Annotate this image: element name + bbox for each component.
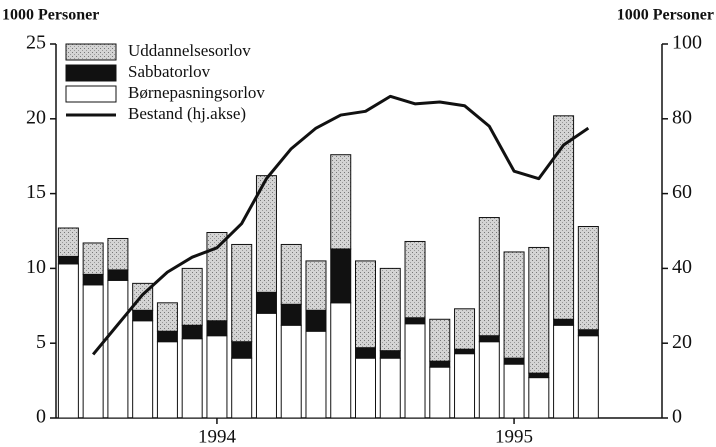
bar-segment <box>82 273 104 286</box>
legend-label: Bestand (hj.akse) <box>128 104 246 123</box>
y-tick-label: 15 <box>26 181 46 203</box>
y2-tick-label: 60 <box>672 181 692 203</box>
bar-segment <box>181 324 203 340</box>
legend-swatch <box>65 43 117 61</box>
bar-segment <box>355 347 376 359</box>
bar-segment <box>280 243 302 305</box>
bar-segment <box>429 360 451 368</box>
y-tick-label: 25 <box>26 32 46 54</box>
bar-segment <box>404 317 426 325</box>
bar-segment <box>231 357 253 419</box>
bar-segment <box>156 341 178 419</box>
bar-segment <box>478 335 500 343</box>
bar-segment <box>577 335 599 419</box>
bar-segment <box>503 363 525 419</box>
legend-label: Sabbatorlov <box>128 62 211 81</box>
bar-segment <box>478 217 500 337</box>
y-tick-label: 20 <box>26 106 46 128</box>
bar-segment <box>82 284 104 419</box>
bar-segment <box>577 329 599 337</box>
bar-segment <box>577 226 599 331</box>
bar-segment <box>553 324 575 419</box>
x-tick-label: 1995 <box>495 426 533 447</box>
bar-segment <box>181 338 203 419</box>
bar-segment <box>503 357 525 365</box>
line <box>91 94 590 356</box>
bar-segment <box>181 267 203 326</box>
bar-segment <box>305 330 327 419</box>
bar-segment <box>379 267 401 352</box>
bar-segment <box>379 357 401 419</box>
bar-segment <box>330 248 352 304</box>
bar-segment <box>132 320 154 419</box>
bar-segment <box>132 309 154 322</box>
legend-swatch <box>65 85 117 103</box>
bar-segment <box>330 154 352 250</box>
bar-segment <box>255 312 277 419</box>
y2-tick-label: 0 <box>672 406 682 428</box>
bar-segment <box>107 279 129 419</box>
bar-segment <box>379 350 401 359</box>
bar-segment <box>305 309 327 332</box>
x-tick-label: 1994 <box>198 426 237 447</box>
bar-segment <box>82 242 104 275</box>
bar-segment <box>429 318 451 362</box>
bar-segment <box>280 324 302 419</box>
bar-segment <box>404 323 426 419</box>
bar-segment <box>528 246 550 374</box>
bar-segment <box>231 243 253 343</box>
bar-segment <box>206 335 228 419</box>
bar-segment <box>454 353 476 419</box>
bar-segment <box>355 357 376 419</box>
bar-segment <box>454 308 476 350</box>
bar-segment <box>107 269 129 281</box>
bar-segment <box>528 377 550 419</box>
bar-segment <box>206 320 228 337</box>
bar-segment <box>156 330 178 343</box>
bar-segment <box>107 237 129 271</box>
bar-segment <box>478 341 500 419</box>
bar-segment <box>231 341 253 359</box>
legend-label: Børnepasningsorlov <box>128 83 265 102</box>
bar-segment <box>528 372 550 379</box>
bar-segment <box>156 302 178 332</box>
bar-segment <box>255 291 277 314</box>
bar-segment <box>355 260 376 349</box>
bar-segment <box>57 255 79 265</box>
y-axis-title: 1000 Personer <box>2 7 99 24</box>
bar-segment <box>57 227 79 257</box>
y2-tick-label: 80 <box>672 106 692 128</box>
y2-tick-label: 40 <box>672 256 692 278</box>
y-tick-label: 5 <box>36 331 46 353</box>
legend-swatch <box>65 64 117 82</box>
bar-segment <box>280 303 302 326</box>
bar-segment <box>305 260 327 311</box>
bar-segment <box>454 348 476 355</box>
bar-segment <box>553 318 575 326</box>
bar-segment <box>429 366 451 419</box>
y-tick-label: 0 <box>36 406 46 428</box>
y2-tick-label: 20 <box>672 331 692 353</box>
y-tick-label: 10 <box>26 256 46 278</box>
bar-segment <box>206 231 228 322</box>
bar-segment <box>503 251 525 359</box>
legend-label: Uddannelsesorlov <box>128 41 251 60</box>
y2-tick-label: 100 <box>672 32 702 54</box>
bar-segment <box>255 175 277 293</box>
bar-segment <box>330 302 352 419</box>
y2-axis-title: 1000 Personer <box>617 7 714 24</box>
bar-segment <box>57 263 79 419</box>
bar-segment <box>553 115 575 320</box>
bar-segment <box>404 240 426 319</box>
